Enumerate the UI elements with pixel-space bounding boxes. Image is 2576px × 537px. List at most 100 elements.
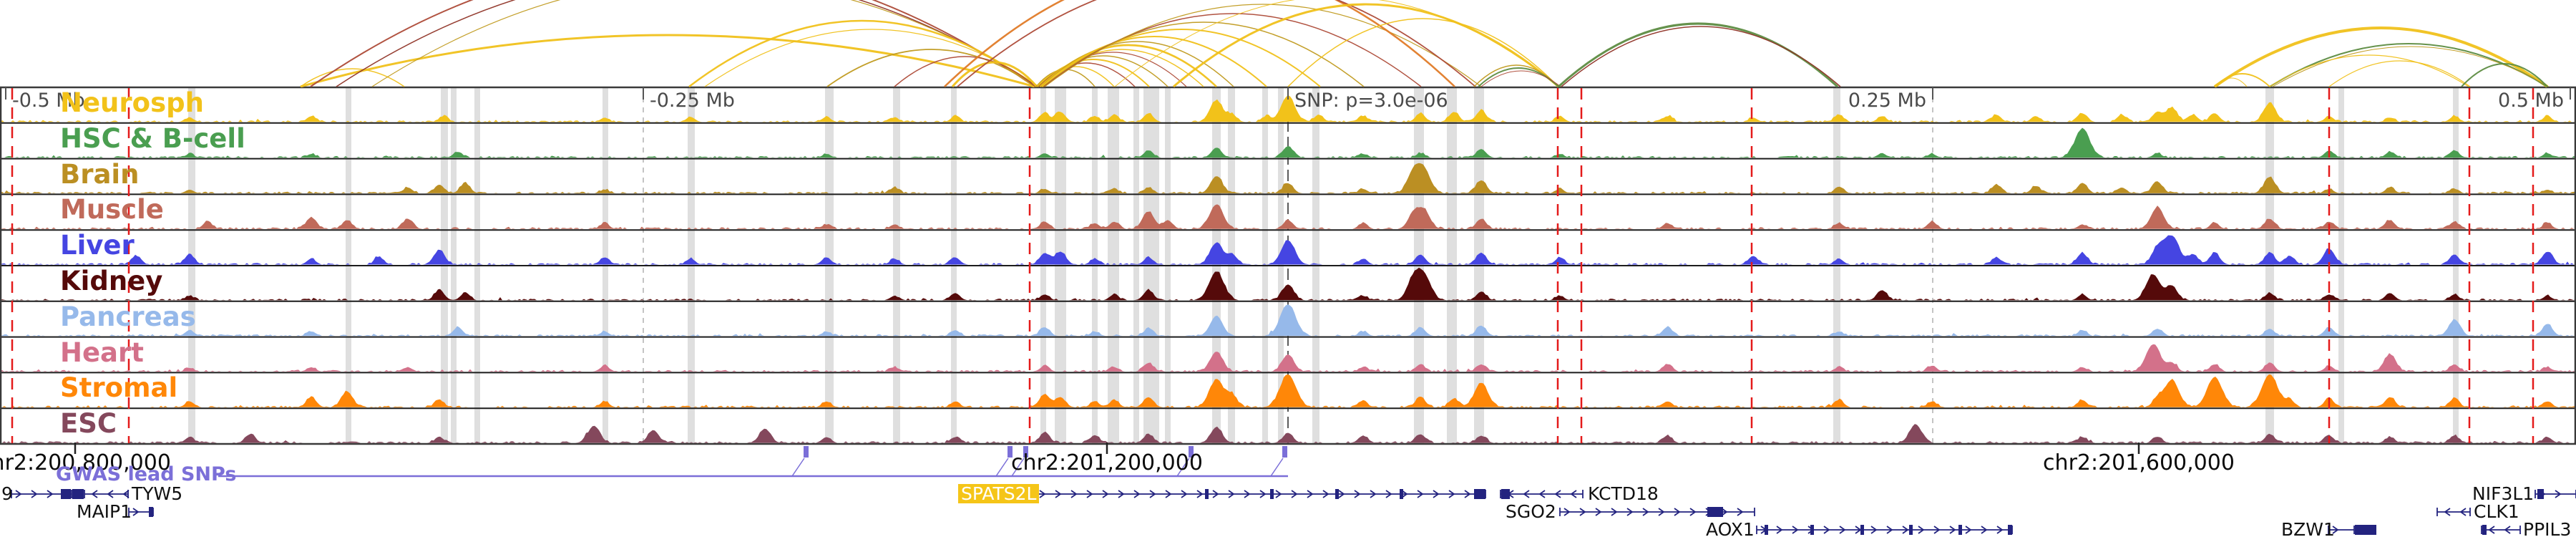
interaction-arc [2213,26,2549,87]
signal-track-pancreas [0,304,2576,337]
mb-label-minus025: -0.25 Mb [650,90,735,112]
strand-arrow-icon [31,490,38,498]
gene-exon [61,489,71,499]
strand-arrow-icon [1307,490,1314,498]
track-label-pancreas: Pancreas [60,301,196,332]
axis-label-right: chr2:201,600,000 [2043,450,2235,475]
strand-arrow-icon [91,490,98,498]
strand-arrow-icon [1965,526,1972,534]
strand-arrow-icon [1322,490,1330,498]
strand-arrow-icon [1776,526,1783,534]
signal-track-muscle [0,204,2576,229]
signal-track-brain [0,163,2576,193]
strand-arrow-icon [1870,526,1878,534]
gwas-snp-connector [1011,458,1025,477]
signal-track-liver [0,235,2576,265]
strand-arrow-icon [1996,526,2004,534]
strand-arrow-icon [1721,508,1728,516]
mb-label-plus025: 0.25 Mb [1848,90,1926,112]
gene-exon [1810,525,1814,535]
strand-arrow-icon [1642,508,1649,516]
strand-arrow-icon [1839,526,1846,534]
interaction-arc [1041,36,1267,87]
signal-track-stromal [0,374,2576,407]
strand-arrow-icon [1118,490,1125,498]
strand-arrow-icon [1611,508,1618,516]
strand-arrow-icon [1055,490,1062,498]
strand-arrow-icon [1196,490,1204,498]
interaction-arc [688,19,1035,87]
gene-exon [149,507,153,517]
strand-arrow-icon [1626,508,1634,516]
strand-arrow-icon [1275,490,1282,498]
interaction-arc [1480,70,1561,87]
gene-exon [1501,489,1510,499]
strand-arrow-icon [1523,490,1530,498]
strand-arrow-icon [1165,490,1172,498]
strand-arrow-icon [1070,490,1078,498]
gene-exon [2537,489,2544,499]
interaction-arc [2216,77,2248,87]
snp-pvalue-label: SNP: p=3.0e-06 [1294,90,1448,112]
interaction-arc [951,61,1038,87]
strand-arrow-icon [1792,526,1799,534]
gwas-snp-marker [1189,446,1194,458]
gene-exon [1860,525,1864,535]
signal-track-heart [0,344,2576,372]
gwas-snp-marker [1282,446,1287,458]
interaction-arc [826,49,1036,87]
interaction-arc [944,0,1455,87]
strand-arrow-icon [2504,526,2511,534]
strand-arrow-icon [1133,490,1141,498]
gwas-snp-connector [1270,458,1284,477]
strand-arrow-icon [15,490,22,498]
gene-label-ppil3: PPIL3 [2523,519,2572,537]
gene-label-bzw1: BZW1 [2281,519,2335,537]
gwas-snp-connector [995,458,1009,477]
strand-arrow-icon [1370,490,1377,498]
mb-label-minus05: -0.5 Mb [12,90,85,112]
strand-arrow-icon [1259,490,1267,498]
strand-arrow-icon [1385,490,1392,498]
strand-arrow-icon [1689,508,1697,516]
strand-arrow-icon [1448,490,1455,498]
strand-arrow-icon [1563,508,1571,516]
gene-label-tyw5: TYW5 [132,483,183,504]
gene-exon [1909,525,1913,535]
signal-track-kidney [0,267,2576,301]
interaction-arc [1287,18,1559,87]
interaction-arc [2269,43,2548,87]
interaction-arc [2328,60,2471,87]
interaction-arc [310,0,1035,87]
gene-exon [2355,525,2376,535]
strand-arrow-icon [1570,490,1577,498]
gene-track [11,489,2576,535]
strand-arrow-icon [1949,526,1956,534]
strand-arrow-icon [1228,490,1235,498]
interaction-arc [2214,73,2270,87]
interaction-arc [300,34,1035,87]
gwas-snp-connector [1176,458,1190,477]
gwas-lead-snps-label: GWAS lead SNPs [56,463,237,485]
strand-arrow-icon [1244,490,1251,498]
interaction-arc [1561,26,1841,87]
track-label-esc: ESC [60,408,117,440]
signal-track-neurosph [0,95,2576,122]
strand-arrow-icon [1102,490,1109,498]
strand-arrow-icon [1433,490,1440,498]
interaction-arc [2461,63,2548,87]
strand-arrow-icon [1902,526,1909,534]
gene-exon [1205,489,1209,499]
gene-label-sgo2: SGO2 [1506,501,1556,522]
interaction-arc [371,0,1040,87]
strand-arrow-icon [1181,490,1188,498]
interaction-arc [2269,54,2469,87]
track-label-heart: Heart [60,337,144,368]
strand-arrow-icon [1579,508,1586,516]
track-label-brain: Brain [60,158,140,190]
gwas-snp-marker [804,446,809,458]
track-label-stromal: Stromal [60,372,178,404]
gene-label-aox1: AOX1 [1706,519,1755,537]
